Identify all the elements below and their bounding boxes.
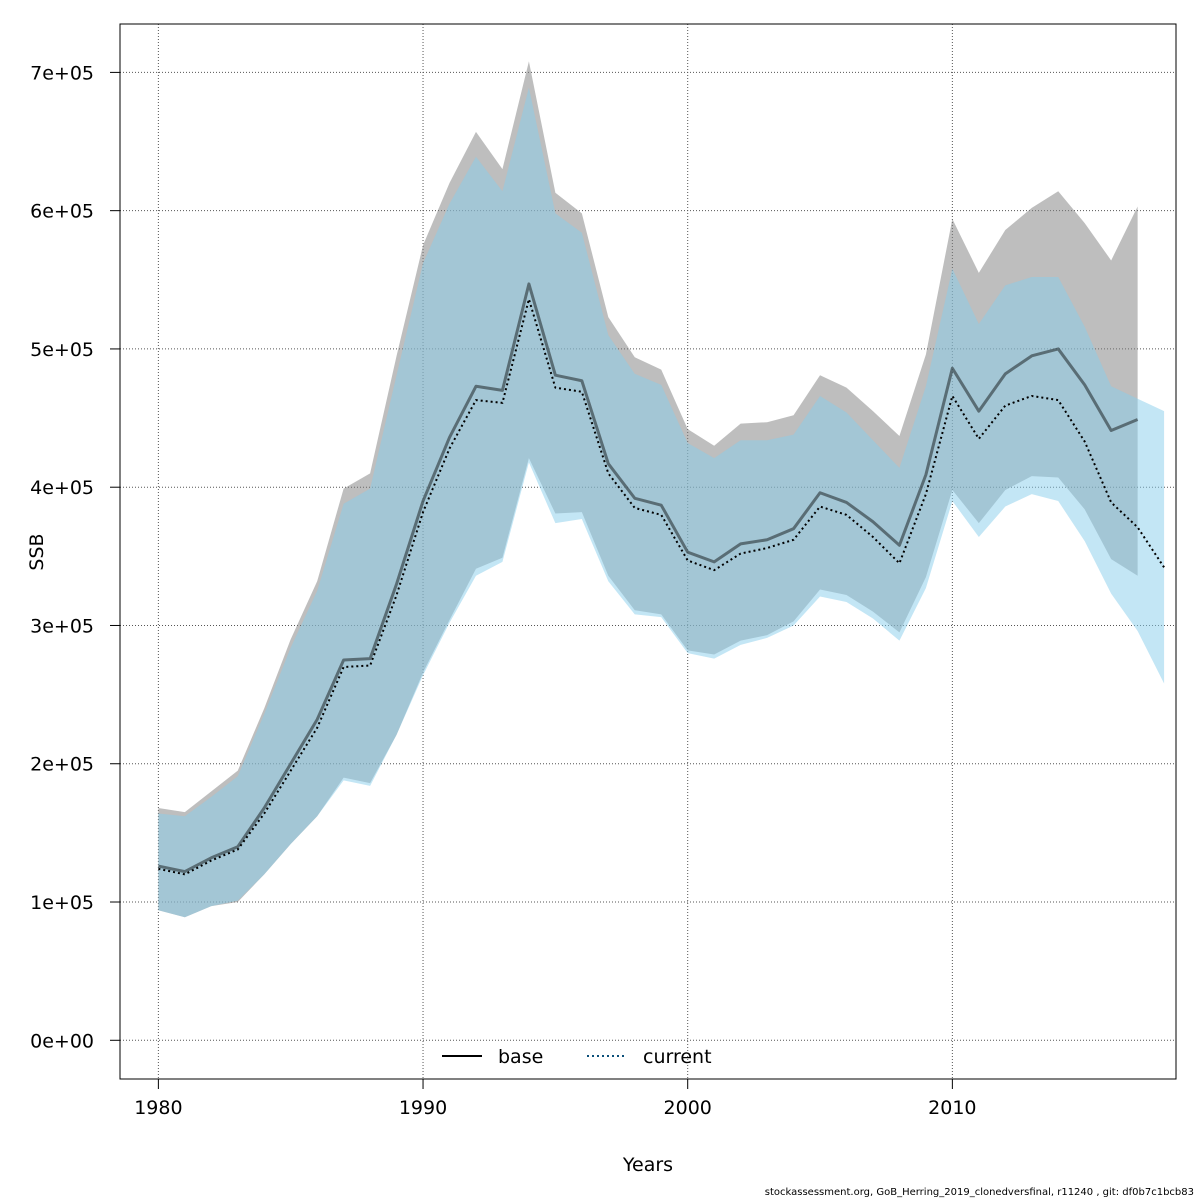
y-axis: 0e+00 1e+05 2e+05 3e+05 4e+05 5e+05 6e+05 7e+05 xyxy=(30,62,120,1052)
legend-label-base: base xyxy=(498,1046,543,1068)
y-tick-label-700000: 7e+05 xyxy=(30,62,94,84)
y-tick-label-200000: 2e+05 xyxy=(30,754,94,776)
x-axis-title: Years xyxy=(622,1154,673,1176)
x-tick-label-1990: 1990 xyxy=(399,1097,447,1119)
confidence-band-current xyxy=(158,87,1165,918)
y-tick-label-300000: 3e+05 xyxy=(30,615,94,637)
legend: base current xyxy=(442,1046,712,1068)
y-tick-label-600000: 6e+05 xyxy=(30,201,94,223)
confidence-bands xyxy=(158,61,1165,918)
y-tick-label-500000: 5e+05 xyxy=(30,339,94,361)
legend-label-current: current xyxy=(643,1046,712,1068)
y-tick-label-100000: 1e+05 xyxy=(30,892,94,914)
y-axis-title: SSB xyxy=(26,533,48,570)
x-tick-label-1980: 1980 xyxy=(134,1097,182,1119)
series-line-base xyxy=(158,282,1139,874)
y-tick-label-400000: 4e+05 xyxy=(30,477,94,499)
series-lines xyxy=(158,282,1165,876)
footnote: stockassessment.org, GoB_Herring_2019_cl… xyxy=(764,1187,1194,1198)
x-axis: 1980 1990 2000 2010 xyxy=(134,1078,977,1119)
x-tick-label-2010: 2010 xyxy=(928,1097,976,1119)
y-tick-label-0: 0e+00 xyxy=(30,1030,94,1052)
x-tick-label-2000: 2000 xyxy=(664,1097,712,1119)
